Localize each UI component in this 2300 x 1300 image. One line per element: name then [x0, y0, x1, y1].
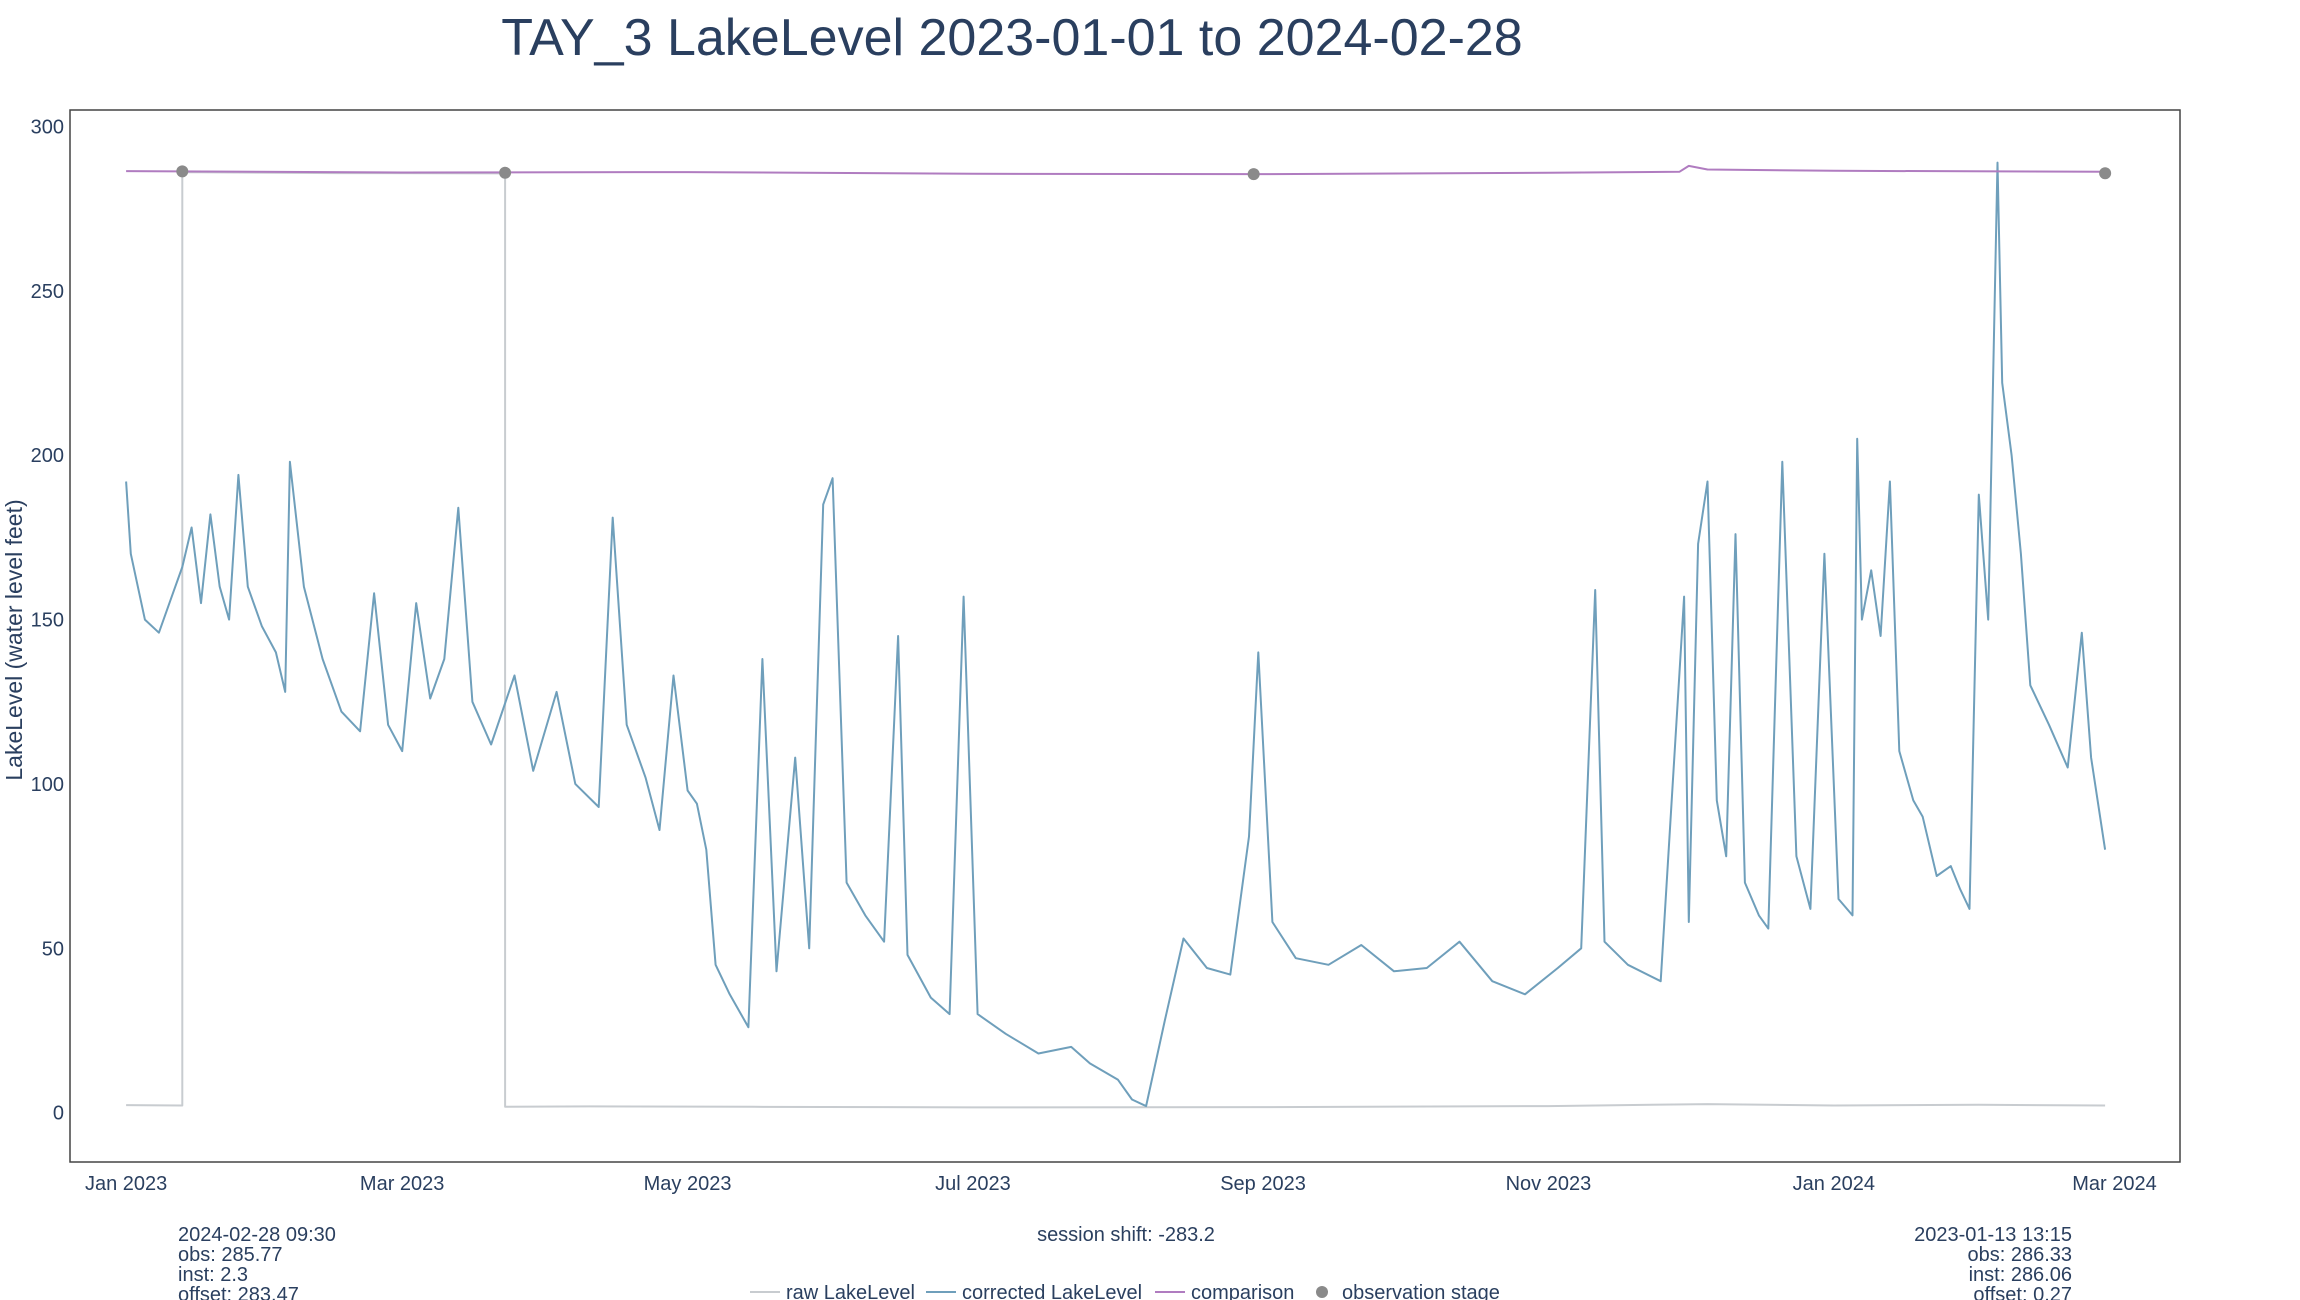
x-axis: Jan 2023 Mar 2023 May 2023 Jul 2023 Sep 2023… — [85, 1173, 2157, 1195]
annotation-right-line-4: offset: 0.27 — [1973, 1284, 2072, 1300]
legend-item-corrected[interactable]: corrected LakeLevel — [926, 1282, 1142, 1300]
annotation-right-line-1: 2023-01-13 13:15 — [1914, 1224, 2072, 1246]
legend-label-corrected: corrected LakeLevel — [962, 1282, 1142, 1300]
series-line-raw-lakelevel — [126, 171, 2106, 1109]
legend-swatch-observation — [1316, 1286, 1328, 1298]
legend: raw LakeLevel corrected LakeLevel compar… — [750, 1282, 1500, 1300]
x-tick-label: May 2023 — [644, 1173, 732, 1195]
annotation-left-line-2: obs: 285.77 — [178, 1244, 283, 1266]
x-tick-label: Jan 2023 — [85, 1173, 167, 1195]
series-line-comparison — [126, 164, 2106, 176]
series-line-corrected-lakelevel — [125, 161, 2107, 1108]
annotation-left-line-1: 2024-02-28 09:30 — [178, 1224, 336, 1246]
observation-point[interactable] — [176, 165, 189, 178]
y-axis: 0 50 100 150 200 250 300 — [31, 116, 64, 1124]
annotation-center: session shift: -283.2 — [1037, 1224, 1215, 1246]
legend-item-comparison[interactable]: comparison — [1155, 1282, 1294, 1300]
chart-title: TAY_3 LakeLevel 2023-01-01 to 2024-02-28 — [501, 9, 1522, 67]
annotation-right-line-2: obs: 286.33 — [1967, 1244, 2072, 1266]
legend-label-comparison: comparison — [1191, 1282, 1294, 1300]
observation-point[interactable] — [2099, 167, 2112, 180]
x-tick-label: Jul 2023 — [935, 1173, 1011, 1195]
annotation-right: 2023-01-13 13:15 obs: 286.33 inst: 286.0… — [1914, 1224, 2072, 1300]
x-tick-label: Mar 2024 — [2072, 1173, 2157, 1195]
y-tick-label: 200 — [31, 445, 64, 467]
y-tick-label: 0 — [53, 1103, 64, 1125]
legend-label-observation: observation stage — [1342, 1282, 1500, 1300]
x-tick-label: Nov 2023 — [1506, 1173, 1592, 1195]
y-tick-label: 50 — [42, 938, 64, 960]
annotation-left-line-3: inst: 2.3 — [178, 1264, 248, 1286]
annotation-right-line-3: inst: 286.06 — [1969, 1264, 2072, 1286]
y-tick-label: 300 — [31, 116, 64, 138]
x-tick-label: Mar 2023 — [360, 1173, 445, 1195]
annotation-left-line-4: offset: 283.47 — [178, 1284, 299, 1300]
x-tick-label: Jan 2024 — [1793, 1173, 1875, 1195]
observation-point[interactable] — [1247, 168, 1260, 181]
y-tick-label: 250 — [31, 281, 64, 303]
observation-point[interactable] — [499, 166, 512, 179]
x-tick-label: Sep 2023 — [1220, 1173, 1306, 1195]
legend-item-raw[interactable]: raw LakeLevel — [750, 1282, 915, 1300]
annotation-left: 2024-02-28 09:30 obs: 285.77 inst: 2.3 o… — [178, 1224, 336, 1300]
y-axis-label: LakeLevel (water level feet) — [1, 499, 27, 780]
legend-item-observation[interactable]: observation stage — [1316, 1282, 1500, 1300]
plot-area-frame — [69, 109, 2181, 1163]
series-layer — [125, 161, 2112, 1109]
y-tick-label: 150 — [31, 610, 64, 632]
y-tick-label: 100 — [31, 774, 64, 796]
legend-label-raw: raw LakeLevel — [786, 1282, 915, 1300]
